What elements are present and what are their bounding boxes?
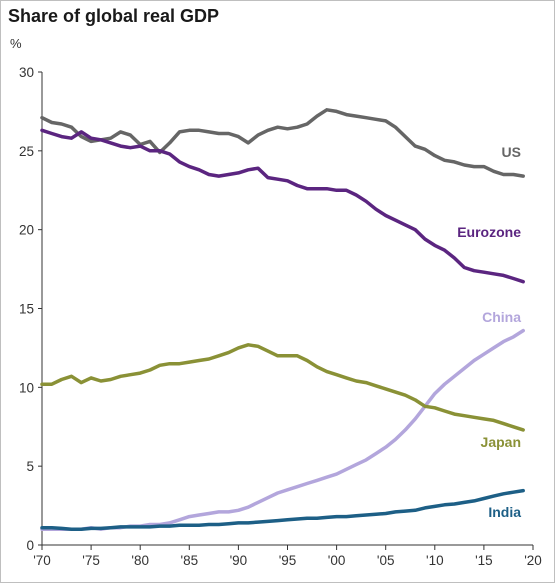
y-tick-label: 10: [19, 380, 34, 395]
series-line-eurozone: [40, 128, 525, 284]
y-tick-label: 5: [26, 459, 34, 474]
y-tick-label: 25: [19, 144, 34, 159]
series-line-us: [40, 108, 525, 178]
y-tick-label: 20: [19, 223, 34, 238]
x-tick-label: '95: [279, 553, 297, 568]
x-tick-label: '15: [475, 553, 493, 568]
y-axis-unit-label: %: [10, 36, 22, 51]
series-label-us: US: [502, 144, 521, 160]
y-tick-label: 30: [19, 65, 34, 80]
series-line-japan: [40, 343, 525, 432]
x-tick-label: '85: [181, 553, 199, 568]
x-tick-label: '90: [230, 553, 248, 568]
series-label-eurozone: Eurozone: [457, 224, 521, 240]
series-line-china: [40, 328, 525, 531]
chart-title: Share of global real GDP: [8, 6, 220, 26]
y-tick-label: 0: [26, 538, 34, 553]
x-tick-label: '20: [524, 553, 542, 568]
series-line-india: [40, 488, 525, 531]
x-tick-label: '75: [82, 553, 100, 568]
series-label-india: India: [488, 504, 521, 520]
x-tick-label: '70: [33, 553, 51, 568]
chart-axes: 0 5 10 15 20 25 30 '70 '75 '80 '85 '90 '95 '00 '05 '10 '…: [19, 65, 542, 568]
series-labels: US Eurozone China Japan India: [457, 144, 521, 520]
x-tick-label: '00: [328, 553, 346, 568]
y-tick-label: 15: [19, 302, 34, 317]
x-tick-label: '05: [377, 553, 395, 568]
series-label-japan: Japan: [481, 434, 521, 450]
x-tick-label: '80: [131, 553, 149, 568]
series-label-china: China: [482, 309, 521, 325]
series-lines: [40, 108, 525, 531]
x-tick-label: '10: [426, 553, 444, 568]
